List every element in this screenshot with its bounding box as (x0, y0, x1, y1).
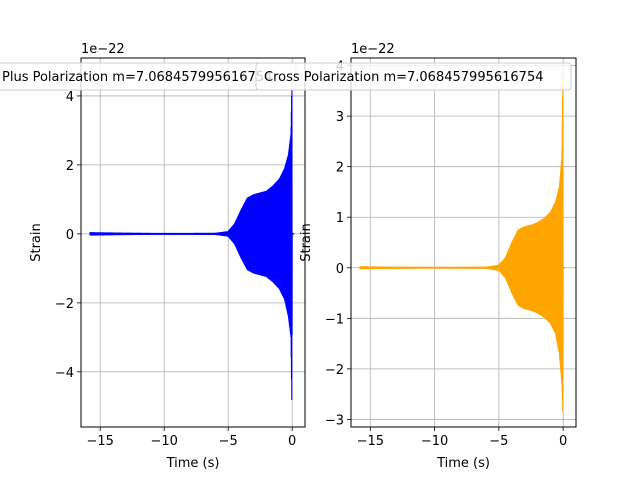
x-tick-label: −15 (86, 434, 113, 449)
x-tick-label: 0 (288, 434, 296, 449)
y-tick-label: 0 (66, 228, 74, 243)
legend-box (255, 62, 572, 91)
y-axis-label: Strain (299, 223, 314, 262)
legend: Plus Polarization m=7.068457995616754 (0, 62, 297, 91)
x-tick-label: −5 (489, 434, 508, 449)
y-tick-label: 4 (66, 90, 74, 105)
left-chart-plus-polarization: −15 −10 −5 0 −4 −2 0 2 4 1e−22 Time (s) Strain Plus … (0, 42, 306, 471)
y-tick-label: −3 (325, 413, 344, 428)
y-tick-label: 2 (336, 161, 344, 176)
y-tick-label: −2 (55, 297, 74, 312)
axes-frame (350, 57, 577, 428)
x-axis-label: Time (s) (166, 456, 220, 471)
x-tick-label: 0 (559, 434, 567, 449)
y-axis-label: Strain (29, 223, 44, 262)
x-tick-label: −10 (421, 434, 448, 449)
y-offset-text: 1e−22 (81, 42, 125, 57)
y-tick-label: 0 (336, 262, 344, 277)
legend: Cross Polarization m=7.068457995616754 (255, 62, 572, 91)
y-tick-label: 2 (66, 159, 74, 174)
legend-label: Cross Polarization m=7.068457995616754 (264, 70, 543, 85)
x-tick-label: −5 (219, 434, 238, 449)
y-tick-label: 1 (336, 211, 344, 226)
y-tick-label: −4 (55, 366, 74, 381)
legend-label: Plus Polarization m=7.068457995616754 (2, 70, 272, 85)
y-offset-text: 1e−22 (351, 42, 395, 57)
y-tick-label: −1 (325, 312, 344, 327)
x-tick-label: −15 (357, 434, 384, 449)
axes-frame (80, 57, 306, 428)
y-tick-label: 3 (336, 110, 344, 125)
y-tick-label: −2 (325, 363, 344, 378)
x-tick-label: −10 (150, 434, 177, 449)
x-axis-label: Time (s) (436, 456, 490, 471)
